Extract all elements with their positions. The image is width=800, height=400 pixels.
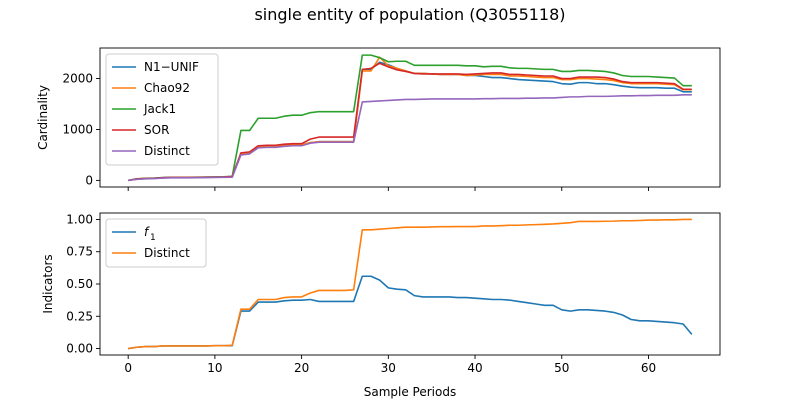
legend-label-subscript: 1: [150, 233, 156, 243]
y-tick-label: 0.25: [66, 309, 93, 323]
figure-title: single entity of population (Q3055118): [254, 5, 565, 24]
axes-frame: [99, 47, 721, 188]
series-line-distinct: [128, 218, 692, 350]
y-tick-label: 0.00: [66, 342, 93, 356]
x-tick-label: 50: [554, 361, 569, 375]
x-tick-label: 40: [467, 361, 482, 375]
y-axis-label: Indicators: [41, 254, 55, 313]
x-axis-label: Sample Periods: [364, 385, 456, 399]
y-tick-label: 1000: [62, 122, 93, 136]
indicators-panel: 0 10 20 30 40 50 60 0.00 0.25 0.50 0.75 1.00 Indicat…: [41, 212, 721, 399]
x-tick-label: 0: [124, 361, 132, 375]
legend-box: [105, 53, 219, 166]
legend: f 1 Distinct: [105, 218, 207, 268]
cardinality-panel: 0 1000 2000 Cardinality N1−UNIF Chao92 Jack1 SO…: [36, 47, 721, 191]
legend-label: Jack1: [143, 102, 176, 116]
legend-label: N1−UNIF: [144, 60, 199, 74]
x-tick-label: 60: [641, 361, 656, 375]
legend-label: SOR: [144, 123, 169, 137]
series-group: [128, 218, 693, 350]
y-tick-label: 0.50: [66, 277, 93, 291]
y-tick-label: 0.75: [66, 245, 93, 259]
legend-label: Distinct: [144, 246, 190, 260]
legend-label: f: [144, 225, 150, 239]
y-tick-label: 2000: [62, 72, 93, 86]
legend-label: Distinct: [144, 144, 190, 158]
legend-label: Chao92: [144, 81, 190, 95]
y-tick-label: 0: [85, 173, 93, 187]
y-axis-label: Cardinality: [36, 85, 50, 150]
x-tick-label: 10: [207, 361, 222, 375]
series-group: [128, 54, 692, 182]
x-tick-label: 30: [381, 361, 396, 375]
series-line-distinct: [128, 94, 692, 182]
y-tick-label: 1.00: [66, 212, 93, 226]
x-tick-label: 20: [294, 361, 309, 375]
legend-box: [105, 218, 207, 268]
legend: N1−UNIF Chao92 Jack1 SOR Distinct: [105, 53, 219, 166]
